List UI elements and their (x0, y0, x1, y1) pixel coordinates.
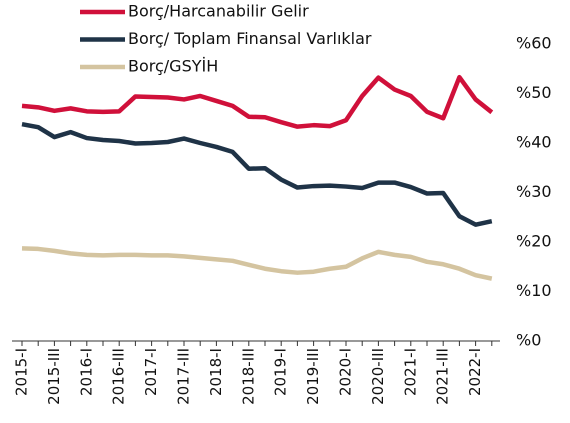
x-tick-label: 2022-I (466, 348, 484, 396)
x-tick-label: 2021-III (434, 348, 452, 405)
x-tick-label: 2020-I (337, 348, 355, 396)
x-tick-label: 2019-I (272, 348, 290, 396)
legend-label: Borç/ Toplam Finansal Varlıklar (128, 29, 372, 48)
y-tick-label: %20 (516, 232, 552, 251)
x-tick-label: 2021-I (401, 348, 419, 396)
x-tick-label: 2018-I (207, 348, 225, 396)
x-tick-label: 2020-III (369, 348, 387, 405)
x-tick-label: 2016-I (77, 348, 95, 396)
y-tick-label: %60 (516, 34, 552, 53)
x-tick-label: 2018-III (239, 348, 257, 405)
series-line (21, 74, 494, 129)
y-tick-label: %10 (516, 281, 552, 300)
legend-label: Borç/Harcanabilir Gelir (128, 2, 309, 21)
x-tick-label: 2015-III (45, 348, 63, 405)
y-tick-label: %40 (516, 133, 552, 152)
series-line (21, 246, 493, 281)
y-tick-label: %50 (516, 83, 552, 102)
x-tick-label: 2017-I (142, 348, 160, 396)
x-tick-label: 2017-III (175, 348, 193, 405)
series-line (21, 121, 493, 227)
y-tick-label: %30 (516, 182, 552, 201)
x-tick-label: 2015-I (13, 348, 31, 396)
legend-label: Borç/GSYİH (128, 57, 218, 76)
x-tick-label: 2019-III (304, 348, 322, 405)
x-tick-label: 2016-III (110, 348, 128, 405)
y-tick-label: %0 (516, 331, 541, 350)
